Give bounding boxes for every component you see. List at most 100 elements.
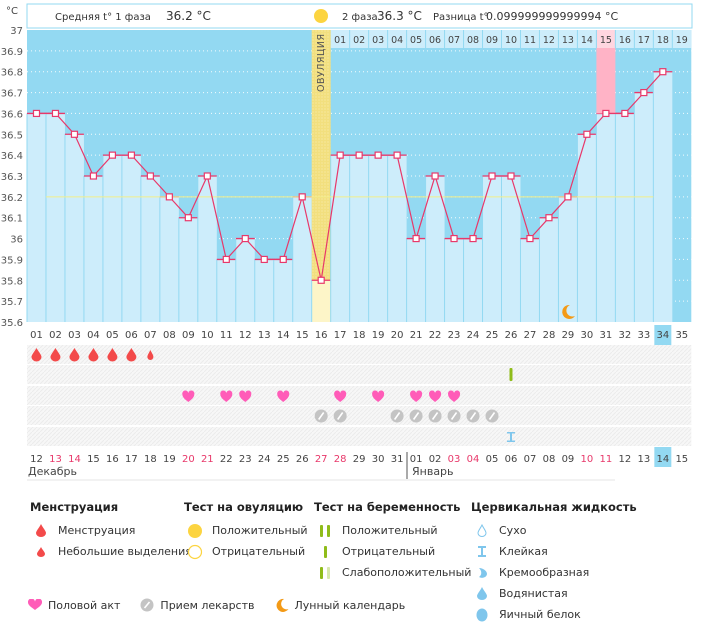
temperature-point[interactable] — [317, 276, 325, 284]
cycle-day-label[interactable]: 06 — [125, 330, 138, 341]
calendar-date-label[interactable]: 18 — [144, 454, 157, 465]
calendar-date-label[interactable]: 13 — [637, 454, 650, 465]
temperature-point[interactable] — [108, 151, 117, 159]
calendar-date-label[interactable]: 07 — [524, 454, 537, 465]
cycle-day-label[interactable]: 21 — [410, 330, 423, 341]
cycle-day-label[interactable]: 13 — [258, 330, 271, 341]
temperature-point[interactable] — [355, 151, 363, 159]
calendar-date-label[interactable]: 15 — [87, 454, 100, 465]
calendar-date-label[interactable]: 19 — [163, 454, 176, 465]
temperature-point[interactable] — [450, 234, 458, 243]
temperature-point[interactable] — [260, 255, 268, 264]
temperature-point[interactable] — [583, 130, 591, 138]
cycle-day-label[interactable]: 11 — [220, 330, 233, 341]
temperature-point[interactable] — [564, 193, 572, 201]
calendar-date-label[interactable]: 12 — [30, 454, 43, 465]
temperature-point[interactable] — [146, 172, 154, 180]
calendar-date-label[interactable]: 14 — [656, 454, 669, 465]
calendar-date-label[interactable]: 25 — [277, 454, 290, 465]
calendar-date-label[interactable]: 06 — [505, 454, 518, 465]
cycle-day-label[interactable]: 04 — [87, 330, 100, 341]
temperature-point[interactable] — [241, 234, 249, 243]
cycle-day-label[interactable]: 26 — [505, 330, 518, 341]
cycle-day-label[interactable]: 29 — [562, 330, 575, 341]
cycle-day-label[interactable]: 14 — [277, 330, 290, 341]
cycle-day-label[interactable]: 20 — [391, 330, 404, 341]
calendar-date-label[interactable]: 16 — [106, 454, 119, 465]
cycle-day-label[interactable]: 10 — [201, 330, 214, 341]
calendar-date-label[interactable]: 15 — [675, 454, 688, 465]
cycle-day-label[interactable]: 08 — [163, 330, 176, 341]
calendar-date-label[interactable]: 04 — [467, 454, 480, 465]
temperature-point[interactable] — [222, 255, 230, 264]
cycle-day-label[interactable]: 30 — [581, 330, 594, 341]
cycle-day-label[interactable]: 23 — [448, 330, 461, 341]
cycle-day-label[interactable]: 17 — [334, 330, 347, 341]
temperature-point[interactable] — [488, 172, 496, 180]
temperature-point[interactable] — [184, 214, 192, 222]
cycle-day-label[interactable]: 24 — [467, 330, 480, 341]
cycle-day-label[interactable]: 16 — [315, 330, 328, 341]
cycle-day-label[interactable]: 22 — [429, 330, 442, 341]
cycle-day-label[interactable]: 18 — [353, 330, 366, 341]
cycle-day-label[interactable]: 15 — [296, 330, 309, 341]
temperature-point[interactable] — [279, 255, 287, 264]
cycle-day-label[interactable]: 19 — [372, 330, 385, 341]
calendar-date-label[interactable]: 20 — [182, 454, 195, 465]
calendar-date-label[interactable]: 10 — [581, 454, 594, 465]
temperature-point[interactable] — [298, 193, 306, 201]
calendar-date-label[interactable]: 24 — [258, 454, 271, 465]
calendar-date-label[interactable]: 14 — [68, 454, 81, 465]
cycle-day-label[interactable]: 34 — [656, 330, 669, 341]
calendar-date-label[interactable]: 26 — [296, 454, 309, 465]
cycle-day-label[interactable]: 32 — [619, 330, 632, 341]
cycle-day-label[interactable]: 31 — [600, 330, 613, 341]
calendar-date-label[interactable]: 13 — [49, 454, 62, 465]
temperature-point[interactable] — [374, 151, 382, 159]
calendar-date-label[interactable]: 05 — [486, 454, 499, 465]
cycle-day-label[interactable]: 28 — [543, 330, 556, 341]
temperature-point[interactable] — [51, 109, 60, 118]
calendar-date-label[interactable]: 17 — [125, 454, 138, 465]
cycle-day-label[interactable]: 05 — [106, 330, 119, 341]
calendar-date-label[interactable]: 27 — [315, 454, 328, 465]
temperature-point[interactable] — [640, 88, 648, 97]
cycle-day-label[interactable]: 07 — [144, 330, 157, 341]
calendar-date-label[interactable]: 21 — [201, 454, 214, 465]
cycle-day-label[interactable]: 02 — [49, 330, 62, 341]
calendar-date-label[interactable]: 01 — [410, 454, 423, 465]
calendar-date-label[interactable]: 30 — [372, 454, 385, 465]
calendar-date-label[interactable]: 28 — [334, 454, 347, 465]
calendar-date-label[interactable]: 09 — [562, 454, 575, 465]
temperature-point[interactable] — [659, 68, 667, 76]
temperature-point[interactable] — [127, 151, 135, 159]
temperature-point[interactable] — [336, 151, 344, 159]
cycle-day-label[interactable]: 09 — [182, 330, 195, 341]
temperature-point[interactable] — [507, 172, 515, 180]
temperature-point[interactable] — [203, 172, 211, 180]
cycle-day-label[interactable]: 35 — [675, 330, 688, 341]
temperature-point[interactable] — [393, 151, 401, 159]
calendar-date-label[interactable]: 11 — [600, 454, 613, 465]
cycle-day-label[interactable]: 12 — [239, 330, 252, 341]
cycle-day-label[interactable]: 27 — [524, 330, 537, 341]
temperature-point[interactable] — [412, 234, 420, 243]
cycle-day-label[interactable]: 01 — [30, 330, 43, 341]
calendar-date-label[interactable]: 08 — [543, 454, 556, 465]
temperature-point[interactable] — [32, 109, 41, 118]
temperature-point[interactable] — [545, 214, 553, 222]
calendar-date-label[interactable]: 23 — [239, 454, 252, 465]
cycle-day-label[interactable]: 33 — [637, 330, 650, 341]
temperature-point[interactable] — [526, 234, 534, 243]
temperature-point[interactable] — [431, 172, 439, 180]
calendar-date-label[interactable]: 22 — [220, 454, 233, 465]
calendar-date-label[interactable]: 03 — [448, 454, 461, 465]
cycle-day-label[interactable]: 25 — [486, 330, 499, 341]
temperature-point[interactable] — [70, 130, 79, 138]
calendar-date-label[interactable]: 31 — [391, 454, 404, 465]
calendar-date-label[interactable]: 02 — [429, 454, 442, 465]
calendar-date-label[interactable]: 12 — [619, 454, 632, 465]
temperature-point[interactable] — [165, 193, 173, 201]
cycle-day-label[interactable]: 03 — [68, 330, 81, 341]
temperature-point[interactable] — [89, 172, 98, 180]
